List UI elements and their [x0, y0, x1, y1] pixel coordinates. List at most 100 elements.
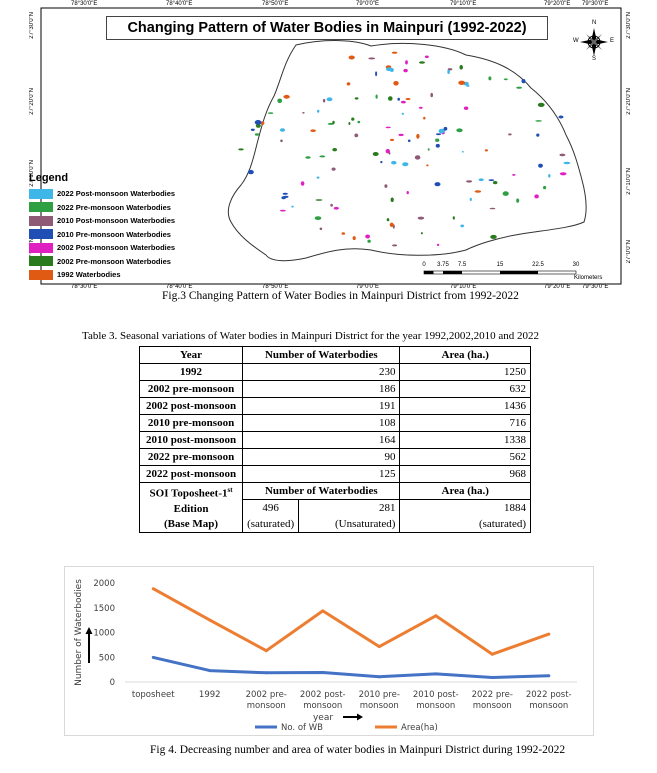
waterbody-marker	[280, 209, 286, 212]
waterbody-marker	[348, 55, 355, 60]
waterbody-marker	[348, 122, 351, 125]
x-tick-label: toposheet	[132, 690, 175, 700]
top-coord-2: 78°40'0"E	[166, 1, 193, 7]
waterbody-marker	[438, 128, 445, 134]
scale-unit: Kilometers	[574, 275, 603, 281]
row-count: 125	[242, 465, 401, 483]
waterbody-marker	[563, 161, 571, 165]
legend-item: 2022 Post-monsoon Waterbodies	[29, 187, 229, 201]
row-area: 632	[399, 380, 531, 398]
soi-label-line2: Edition	[173, 502, 209, 515]
x-tick-label: monsoon	[360, 701, 399, 711]
waterbody-marker	[333, 206, 339, 210]
bottom-coord-1: 78°30'0"E	[71, 284, 98, 290]
x-tick-label: monsoon	[473, 701, 512, 711]
soi-note-row: (saturated) (Unsaturated) (saturated)	[140, 516, 531, 533]
soi-unsaturated-count: 281	[298, 499, 401, 516]
table-header-row: Year Number of Waterbodies Area (ha.)	[138, 346, 531, 364]
scale-tick-2: 7.5	[457, 262, 467, 268]
legend-swatch	[29, 215, 53, 226]
row-area: 562	[399, 448, 531, 466]
compass-s: S	[592, 56, 597, 62]
row-year: 2002 post-monsoon	[138, 397, 244, 415]
fig4-caption: Fig 4. Decreasing number and area of wat…	[150, 744, 566, 756]
y-arrowhead-icon	[85, 627, 93, 634]
waterbody-marker	[405, 98, 411, 100]
right-coord-2: 27°20'0"N	[626, 88, 632, 115]
bottom-coord-6: 79°20'0"E	[544, 284, 571, 290]
waterbody-marker	[302, 112, 305, 114]
header-count: Number of Waterbodies	[242, 346, 401, 364]
waterbody-marker	[392, 244, 398, 247]
table3-caption: Table 3. Seasonal variations of Water bo…	[82, 330, 539, 342]
waterbody-marker	[417, 216, 425, 220]
waterbody-marker	[405, 60, 408, 65]
waterbody-marker	[543, 185, 547, 190]
scale-tick-0: 0	[422, 262, 426, 268]
x-tick-label: 2022 post-	[526, 690, 572, 700]
legend-swatch	[29, 269, 53, 280]
waterbody-marker	[332, 120, 335, 125]
waterbody-marker	[466, 84, 470, 87]
series-line-count	[152, 655, 549, 679]
x-tick-label: 2022 pre-	[472, 690, 513, 700]
series-line-area	[152, 587, 550, 656]
x-tick-label: monsoon	[416, 701, 455, 711]
waterbody-marker	[401, 100, 406, 104]
waterbody-marker	[368, 57, 376, 60]
soi-header-row: SOI Toposheet-1st Edition (Base Map) Num…	[138, 482, 531, 533]
waterbody-marker	[398, 133, 404, 137]
waterbody-marker	[393, 81, 399, 86]
waterbody-marker	[516, 198, 520, 203]
x-tick-label: 2002 pre-	[246, 690, 287, 700]
bottom-coord-3: 78°50'0"E	[262, 284, 289, 290]
waterbody-marker	[250, 128, 255, 131]
scale-bar: 0 3.75 7.5 15 22.5 30 Kilometers	[419, 262, 607, 284]
waterbody-marker	[436, 243, 440, 246]
table-row: 2010 pre-monsoon 108 716	[138, 414, 531, 432]
table-row: 2022 post-monsoon 125 968	[138, 465, 531, 483]
data-point	[208, 618, 212, 622]
y-tick-label: 1500	[93, 604, 115, 614]
waterbody-marker	[341, 232, 346, 235]
waterbody-marker	[512, 174, 516, 176]
waterbody-marker	[427, 148, 430, 151]
soi-label: SOI Toposheet-1st Edition (Base Map)	[138, 482, 244, 533]
top-coord-3: 78°50'0"E	[262, 1, 289, 7]
waterbody-marker	[503, 78, 508, 81]
waterbody-marker	[332, 148, 338, 152]
waterbody-marker	[406, 191, 409, 195]
legend-item: 1992 Waterbodies	[29, 268, 229, 282]
legend-label: 1992 Waterbodies	[57, 270, 121, 280]
x-tick-label: 2010 post-	[413, 690, 459, 700]
waterbody-marker	[463, 106, 469, 110]
scale-tick-1: 3.75	[437, 262, 449, 268]
waterbody-marker	[291, 205, 294, 208]
waterbody-marker	[434, 182, 441, 187]
waterbody-marker	[490, 234, 497, 239]
data-point	[490, 676, 494, 679]
legend-swatch	[29, 202, 53, 213]
compass-icon: N S E W	[573, 20, 614, 62]
data-point	[264, 649, 268, 653]
waterbody-marker	[461, 151, 464, 153]
waterbody-marker	[418, 106, 423, 109]
waterbody-marker	[367, 239, 371, 243]
x-tick-label: 1992	[199, 690, 221, 700]
waterbody-marker	[489, 207, 496, 210]
waterbody-marker	[331, 167, 336, 171]
waterbody-marker	[351, 117, 355, 121]
data-point	[434, 672, 438, 676]
soi-label-line3: (Base Map)	[164, 517, 219, 530]
waterbody-marker	[391, 160, 397, 165]
waterbody-marker	[390, 138, 394, 142]
waterbody-marker	[319, 155, 326, 158]
soi-count-header: Number of Waterbodies	[242, 482, 401, 500]
y-tick-label: 1000	[93, 629, 115, 639]
soi-value-row: 496 281 1884	[140, 499, 531, 516]
bottom-coord-2: 78°40'0"E	[166, 284, 193, 290]
waterbody-marker	[319, 227, 323, 231]
x-tick-label: 2002 post-	[300, 690, 346, 700]
fig4-chart: 0 500 1000 1500 2000 toposheet 1992 2002 pre-mo…	[64, 566, 594, 736]
waterbody-marker	[315, 199, 323, 201]
